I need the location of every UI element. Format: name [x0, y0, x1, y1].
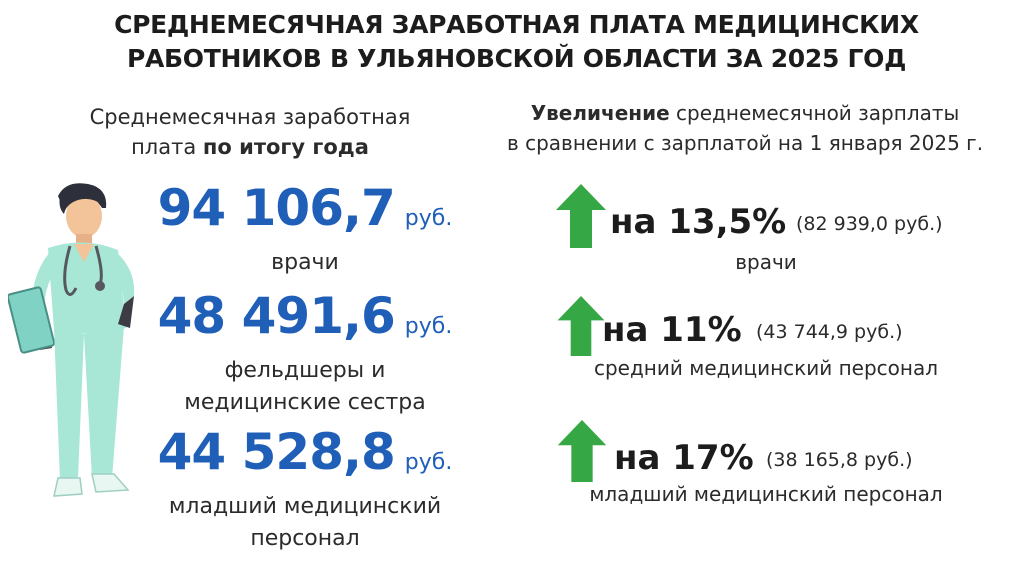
increase-item-junior-staff: на 17% (38 165,8 руб.) младший медицинск…: [556, 420, 976, 520]
salary-item-doctors: 94 106,7 руб. врачи: [150, 180, 460, 279]
doctor-illustration: [6, 178, 148, 518]
right-heading: Увеличение среднемесячной зарплаты в сра…: [470, 98, 1020, 158]
increase-item-middle-staff: на 11% (43 744,9 руб.) средний медицинск…: [556, 296, 976, 396]
right-heading-line-1: Увеличение среднемесячной зарплаты: [470, 98, 1020, 128]
arrow-up-icon: [557, 296, 605, 356]
increase-percent: на 17%: [614, 438, 754, 478]
salary-label: персонал: [250, 526, 360, 551]
salary-value: 94 106,7: [157, 179, 396, 237]
salary-label: младший медицинский: [168, 494, 442, 519]
salary-unit: руб.: [404, 206, 453, 231]
salary-unit: руб.: [404, 450, 453, 475]
salary-item-nurses: 48 491,6 руб. фельдшеры и медицинские сес…: [150, 288, 460, 419]
increase-percent: на 11%: [602, 310, 742, 350]
right-heading-rest: среднемесячной зарплаты: [676, 101, 960, 125]
title-line-1: СРЕДНЕМЕСЯЧНАЯ ЗАРАБОТНАЯ ПЛАТА МЕДИЦИНС…: [114, 10, 919, 39]
left-heading-line-1: Среднемесячная заработная: [89, 105, 411, 129]
increase-amount: (82 939,0 руб.): [796, 213, 943, 235]
left-heading-bold: по итогу года: [202, 135, 369, 159]
salary-item-junior: 44 528,8 руб. младший медицинский персона…: [150, 424, 460, 555]
arrow-up-icon: [556, 184, 606, 248]
increase-label: младший медицинский персонал: [589, 482, 943, 506]
arrow-up-icon: [557, 420, 607, 482]
right-heading-bold: Увеличение: [530, 101, 670, 125]
increase-amount: (43 744,9 руб.): [756, 321, 903, 343]
salary-unit: руб.: [404, 314, 453, 339]
salary-label: врачи: [271, 250, 339, 275]
page-title: СРЕДНЕМЕСЯЧНАЯ ЗАРАБОТНАЯ ПЛАТА МЕДИЦИНС…: [0, 8, 1033, 76]
increase-item-doctors: на 13,5% (82 939,0 руб.) врачи: [556, 184, 976, 284]
increase-percent: на 13,5%: [610, 202, 787, 242]
left-heading-line-2: плата по итогу года: [30, 132, 470, 162]
salary-label: медицинские сестра: [184, 390, 426, 415]
salary-label: фельдшеры и: [224, 358, 386, 383]
right-heading-line-2: в сравнении с зарплатой на 1 января 2025…: [506, 131, 984, 155]
salary-value: 44 528,8: [157, 423, 396, 481]
title-line-2: РАБОТНИКОВ В УЛЬЯНОВСКОЙ ОБЛАСТИ ЗА 2025…: [126, 44, 907, 73]
salary-value-row: 48 491,6 руб.: [150, 288, 460, 355]
salary-value-row: 44 528,8 руб.: [150, 424, 460, 491]
salary-value-row: 94 106,7 руб.: [150, 180, 460, 247]
increase-amount: (38 165,8 руб.): [766, 449, 913, 471]
left-heading-plain: плата: [131, 135, 197, 159]
left-heading: Среднемесячная заработная плата по итогу…: [30, 102, 470, 162]
increase-label: средний медицинский персонал: [593, 356, 938, 380]
increase-label: врачи: [735, 250, 797, 274]
salary-value: 48 491,6: [157, 287, 396, 345]
